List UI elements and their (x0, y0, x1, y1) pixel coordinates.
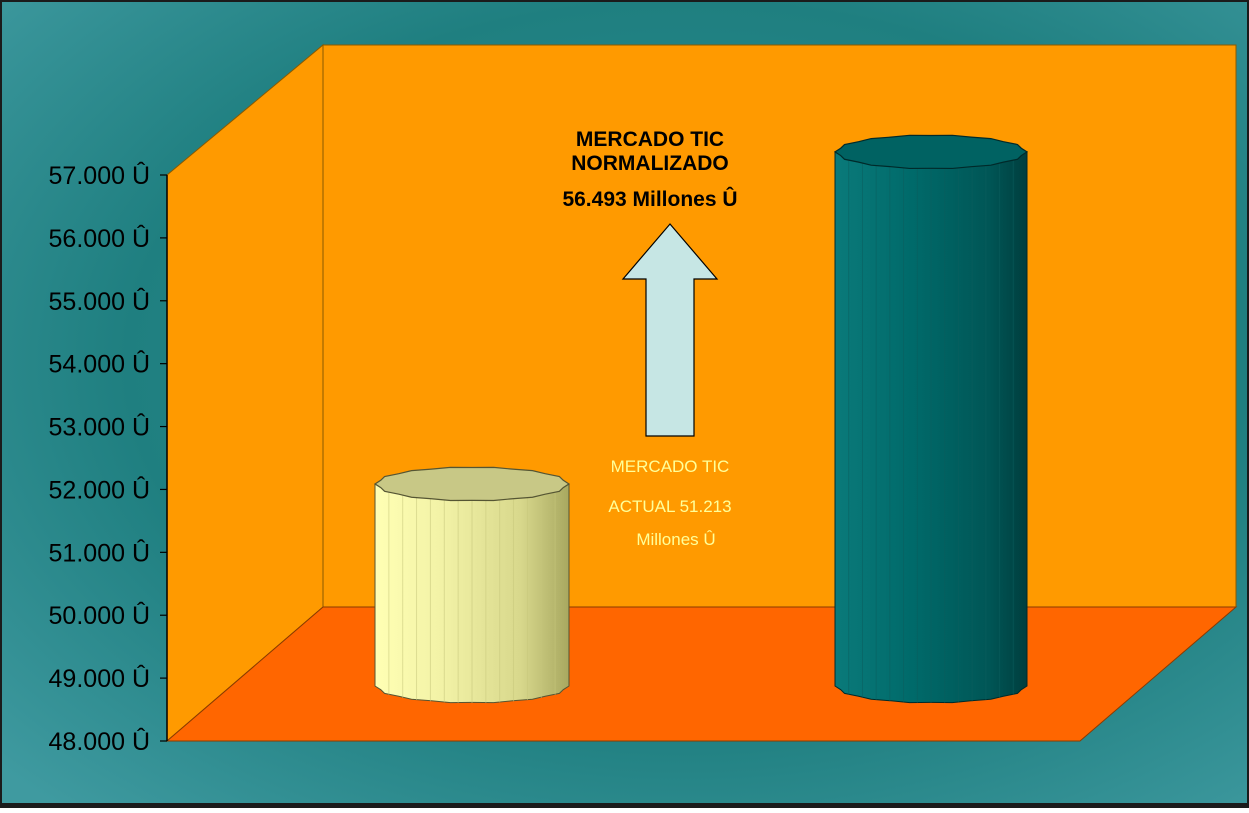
floor (165, 606, 1238, 742)
bar-mercado-actual (373, 466, 571, 704)
y-tick-label: 49.000 Û (49, 664, 150, 693)
annotation-normalized-line3: 56.493 Millones Û (562, 187, 737, 211)
y-tick-label: 54.000 Û (49, 350, 150, 379)
bar-top-cap (833, 134, 1029, 170)
annotation-normalized-line2: NORMALIZADO (571, 152, 728, 175)
y-tick-label: 51.000 Û (49, 538, 150, 567)
annotation-current-line2: ACTUAL 51.213 (608, 497, 731, 516)
y-tick-label: 52.000 Û (49, 475, 150, 504)
y-axis: 48.000 Û 49.000 Û 50.000 Û 51.000 Û 52.000 Û… (49, 161, 167, 756)
bar-top-cap (373, 466, 571, 502)
annotation-normalized-line1: MERCADO TIC (576, 128, 724, 151)
up-arrow (621, 223, 719, 437)
y-tick-label: 50.000 Û (49, 601, 150, 630)
y-tick-label: 53.000 Û (49, 413, 150, 442)
annotation-current-line1: MERCADO TIC (611, 457, 730, 476)
y-tick-label: 56.000 Û (49, 224, 150, 253)
y-tick-label: 48.000 Û (49, 727, 150, 756)
y-tick-label: 57.000 Û (49, 161, 150, 190)
bar-mercado-normalizado (833, 134, 1029, 704)
y-tick-label: 55.000 Û (49, 287, 150, 316)
annotation-current-line3: Millones Û (636, 530, 715, 549)
bars (373, 134, 1029, 704)
